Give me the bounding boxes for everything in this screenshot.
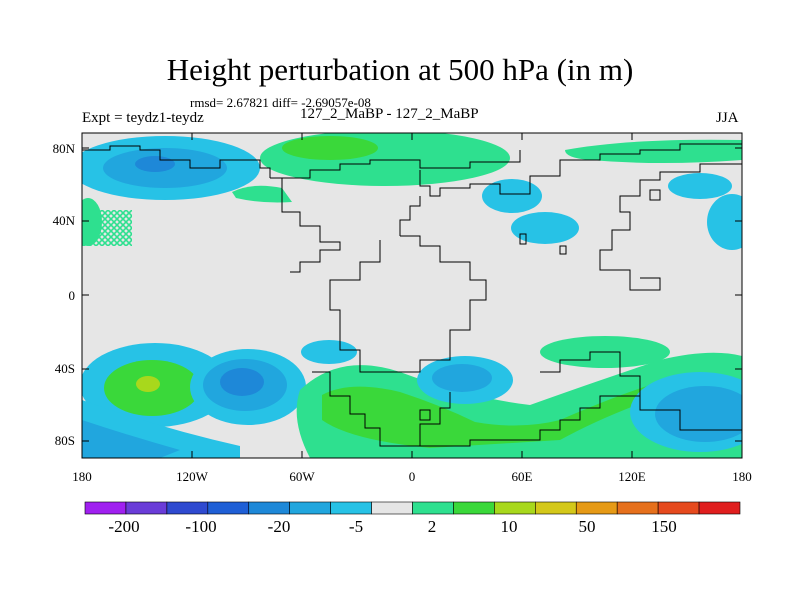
axis-ticks	[81, 133, 743, 458]
lon-label-120e: 120E	[618, 469, 646, 484]
lat-label-80n: 80N	[53, 141, 76, 156]
lat-axis: 80N 40N 0 40S 80S	[53, 141, 76, 448]
colorbar-label-100n: -100	[185, 517, 216, 536]
colorbar-box	[207, 501, 250, 515]
colorbar-label-50: 50	[579, 517, 596, 536]
season-label: JJA	[716, 110, 739, 126]
contour-field	[82, 133, 742, 458]
colorbar-box	[166, 501, 209, 515]
coastline-greenland	[82, 145, 271, 178]
colorbar-box	[125, 501, 168, 515]
contour-green-ne	[565, 139, 742, 163]
coastline-arctic-line	[270, 150, 521, 179]
contour-cyan-pacific-n	[668, 173, 732, 199]
coastline-australia	[540, 351, 641, 396]
colorbar-label-20n: -20	[268, 517, 291, 536]
colorbar-label-10: 10	[501, 517, 518, 536]
colorbar-box	[657, 501, 700, 515]
contour-hatch-w	[82, 210, 132, 246]
lat-label-80s: 80S	[55, 433, 75, 448]
coastline-asia-east	[599, 163, 742, 291]
coastline-europe	[399, 196, 421, 236]
colorbar-box	[616, 501, 659, 515]
lon-label-0: 0	[409, 469, 416, 484]
contour-cyan-blob-1	[301, 340, 357, 364]
lat-label-40n: 40N	[53, 213, 76, 228]
lon-axis: 180 120W 60W 0 60E 120E 180	[72, 469, 752, 484]
colorbar-box	[453, 501, 495, 515]
lon-label-60e: 60E	[512, 469, 533, 484]
colorbar-label-200n: -200	[108, 517, 139, 536]
lon-label-120w: 120W	[176, 469, 209, 484]
colorbar	[84, 501, 741, 515]
lat-label-40s: 40S	[55, 361, 75, 376]
coastline-islands-2	[519, 189, 661, 255]
lat-label-0: 0	[69, 288, 76, 303]
colorbar-box	[84, 501, 127, 515]
colorbar-box	[575, 501, 618, 515]
colorbar-box	[698, 501, 741, 515]
colorbar-box	[330, 501, 372, 515]
contour-yellow-sw	[136, 376, 160, 392]
coastline-africa	[329, 235, 487, 373]
colorbar-label-5n: -5	[349, 517, 363, 536]
contour-blue-s2-inner	[220, 368, 264, 396]
contour-green-arm	[232, 185, 292, 203]
contour-cyan-asia	[511, 212, 579, 244]
coastline-antarctic	[420, 395, 742, 447]
colorbar-label-150: 150	[651, 517, 677, 536]
contour-green-north-inner	[282, 136, 378, 160]
colorbar-box	[412, 501, 454, 515]
stats-text: rmsd= 2.67821 diff= -2.69057e-08	[190, 95, 371, 110]
colorbar-box	[494, 501, 536, 515]
map-title: Height perturbation at 500 hPa (in m)	[166, 52, 634, 87]
lon-label-180w: 180	[72, 469, 92, 484]
coastline-south-america	[312, 371, 451, 447]
lon-label-60w: 60W	[289, 469, 315, 484]
contour-cyan-siberia	[482, 179, 542, 213]
coastline-north-america	[270, 177, 341, 273]
colorbar-label-2: 2	[428, 517, 437, 536]
coastlines	[82, 143, 742, 447]
colorbar-box	[289, 501, 331, 515]
coastline-islands-1	[419, 409, 431, 421]
colorbar-box	[535, 501, 577, 515]
contour-blue-nw-inner	[135, 156, 175, 172]
contour-blue-s-mid	[432, 364, 492, 392]
experiment-label: Expt = teydz1-teydz	[82, 110, 204, 126]
case-label: 127_2_MaBP - 127_2_MaBP	[300, 106, 479, 122]
colorbar-box	[371, 501, 413, 515]
lon-label-180e: 180	[732, 469, 752, 484]
contour-blue-se	[655, 386, 742, 442]
colorbar-box	[248, 501, 290, 515]
colorbar-labels: -200 -100 -20 -5 2 10 50 150	[108, 517, 676, 536]
contour-green-south-inner	[322, 385, 650, 448]
coastline-eurasia	[419, 143, 742, 197]
contour-blue-sw-band	[82, 420, 180, 458]
contour-cyan-ne-edge	[707, 194, 742, 250]
